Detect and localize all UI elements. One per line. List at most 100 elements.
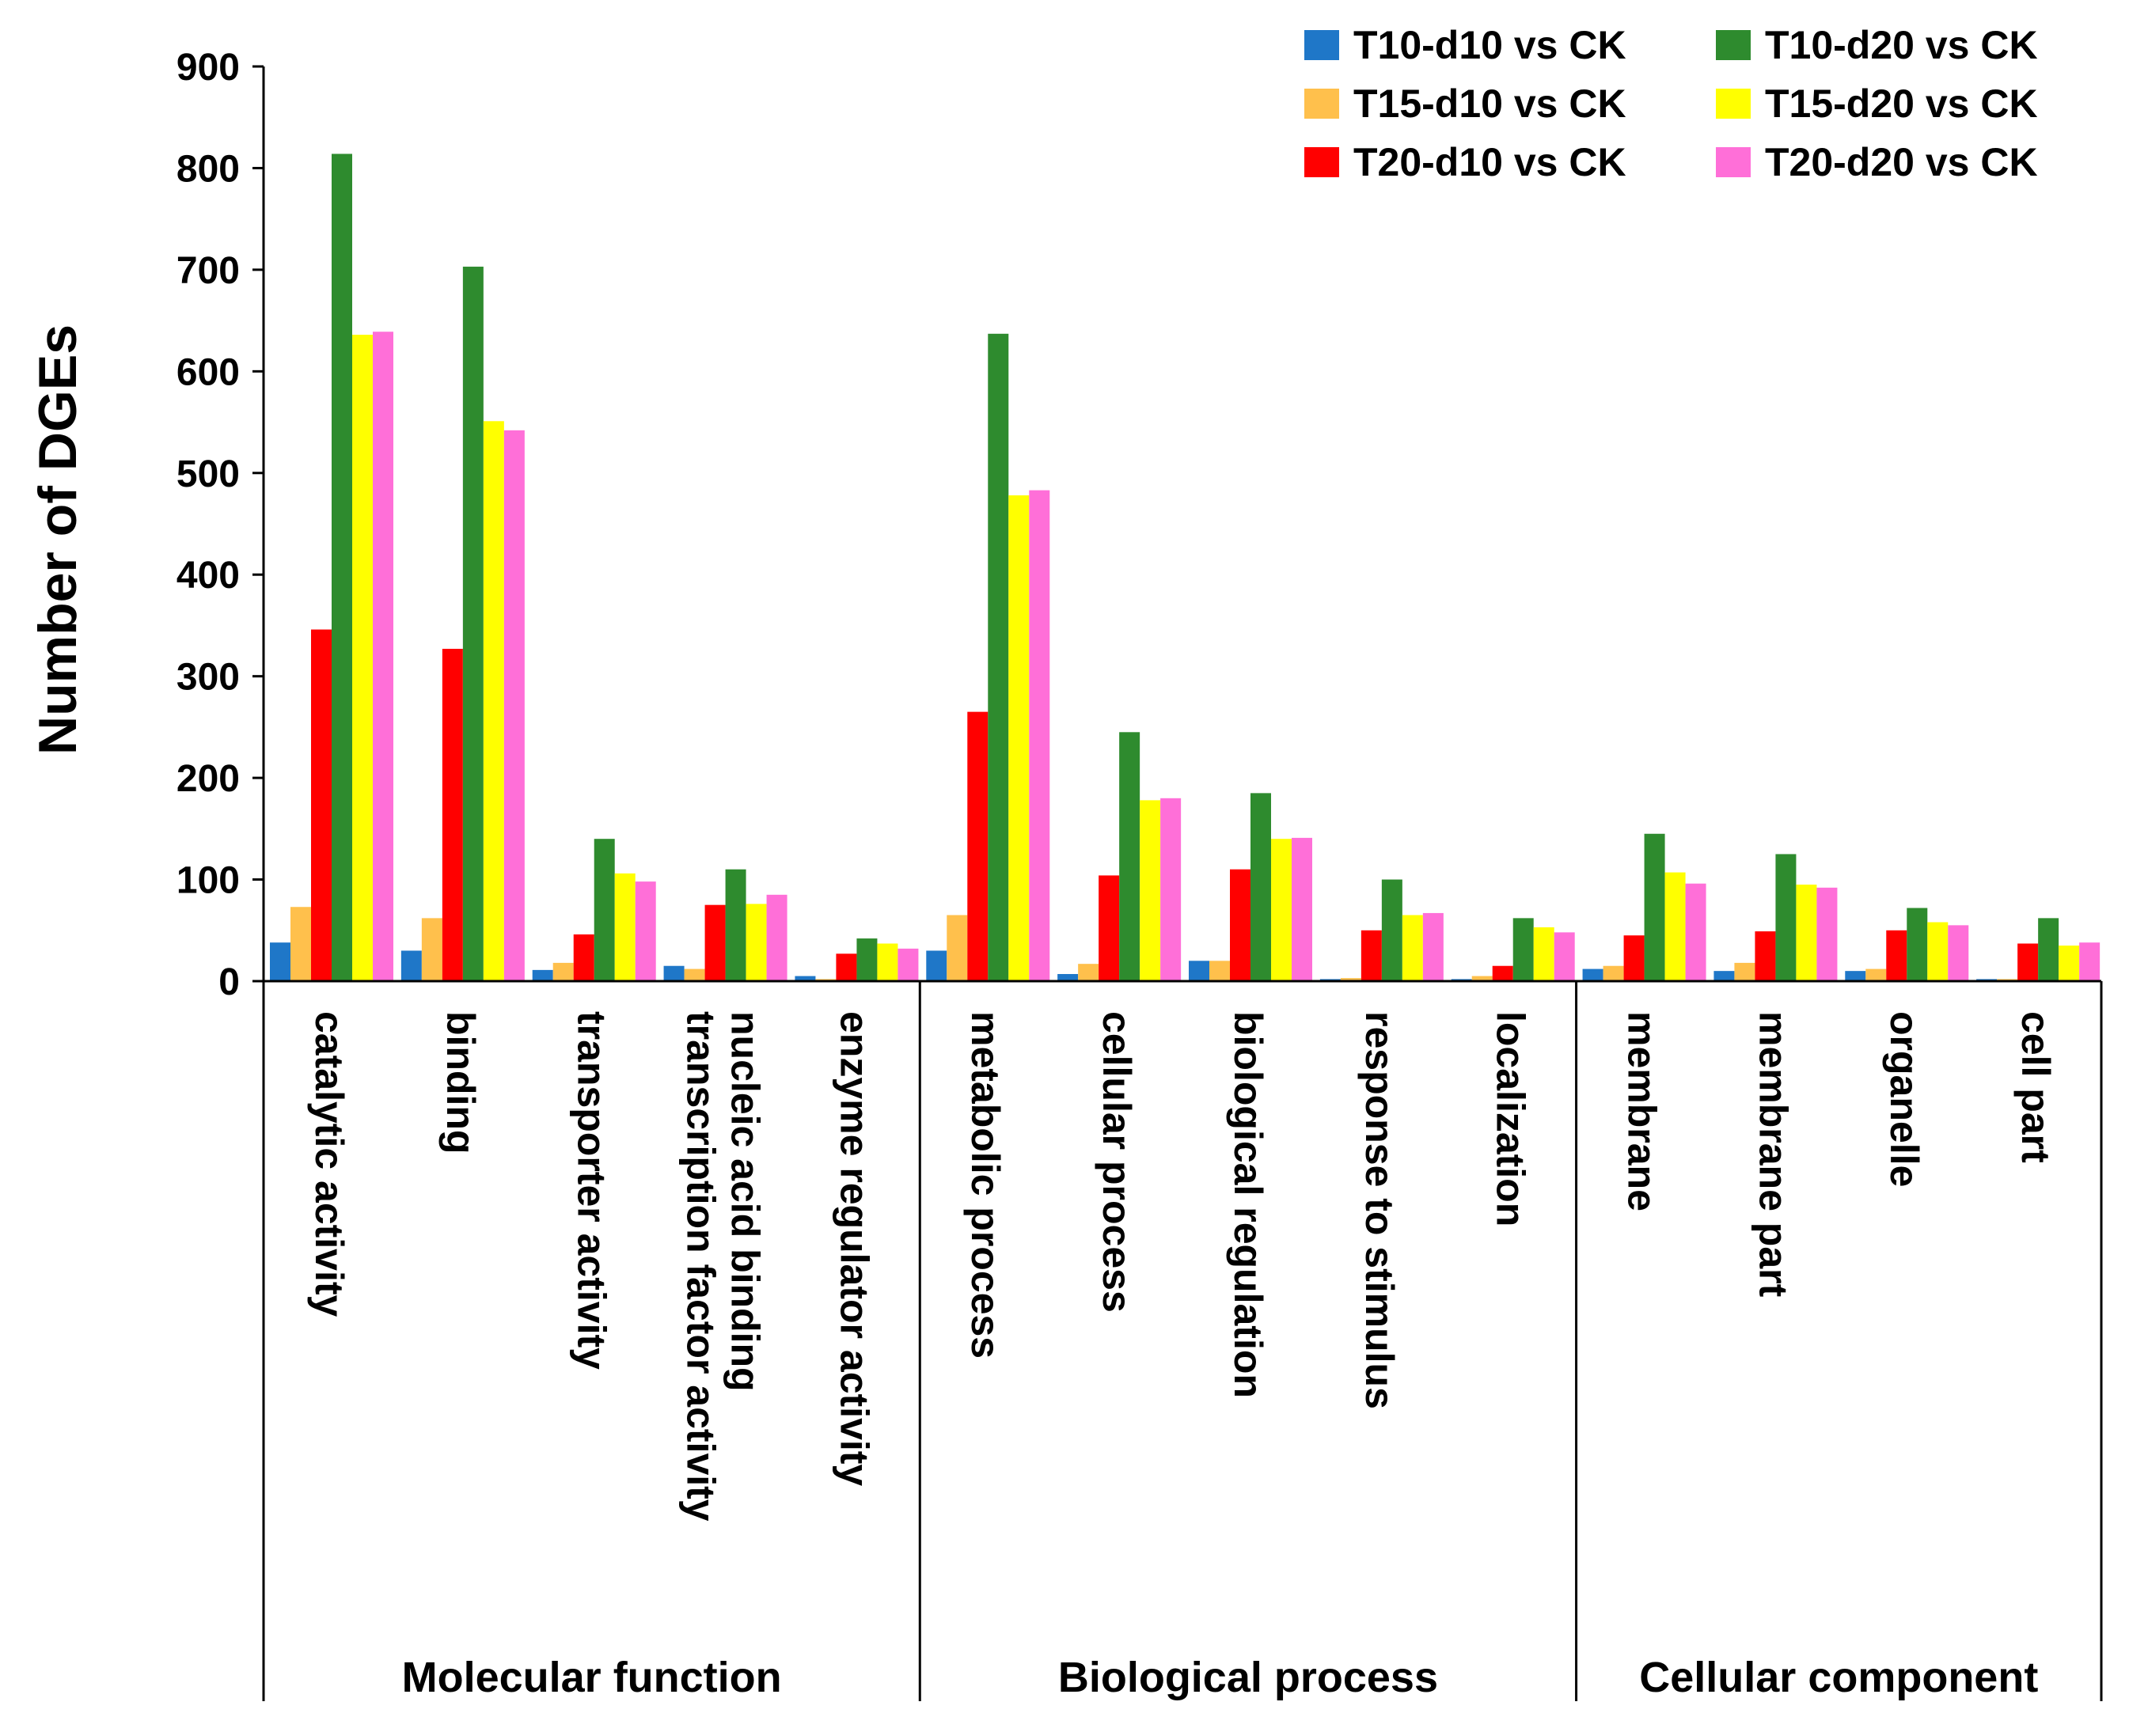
legend-swatch-6: [1716, 147, 1751, 177]
bar-3-14: [2017, 943, 2039, 981]
bar-3-2: [442, 648, 463, 981]
bar-5-7: [1140, 800, 1161, 981]
legend-swatch-2: [1304, 89, 1339, 119]
bar-6-7: [1160, 798, 1182, 981]
group-label-1: Molecular function: [402, 1654, 782, 1701]
bar-5-9: [1402, 915, 1423, 981]
bar-4-14: [2038, 918, 2059, 981]
bar-4-6: [988, 333, 1009, 981]
bar-5-2: [483, 421, 504, 981]
y-tick-label-8: 800: [176, 148, 240, 190]
bar-4-3: [594, 839, 615, 981]
y-tick-label-9: 900: [176, 47, 240, 89]
bar-3-7: [1099, 875, 1120, 981]
x-tick-label-11: membrane: [1620, 1011, 1664, 1211]
x-tick-label-2: binding: [438, 1011, 483, 1154]
bar-1-7: [1057, 974, 1079, 981]
x-tick-label-7: cellular process: [1095, 1011, 1139, 1313]
y-tick-label-4: 400: [176, 555, 240, 597]
bar-6-4: [766, 894, 787, 981]
x-tick-label-13: organelle: [1882, 1011, 1926, 1187]
bar-4-4: [725, 869, 746, 981]
bar-3-3: [573, 934, 594, 981]
bar-2-12: [1734, 962, 1755, 981]
y-ticks: 0 100 200 300 400 500 600 700 800 900: [176, 47, 264, 1003]
bar-3-12: [1755, 931, 1776, 981]
bar-6-1: [373, 332, 393, 981]
axes-layer: [262, 66, 2103, 1701]
bar-4-9: [1381, 879, 1402, 981]
bar-6-6: [1029, 490, 1050, 981]
legend: T10-d10 vs CK T15-d10 vs CK T20-d10 vs CK T…: [1304, 23, 2038, 184]
y-tick-label-7: 700: [176, 250, 240, 292]
bar-1-12: [1713, 971, 1735, 981]
bar-2-11: [1603, 965, 1624, 981]
legend-label-4: T10-d20 vs CK: [1765, 23, 2038, 67]
bar-2-3: [552, 962, 574, 981]
bars-layer: [270, 154, 2101, 982]
bar-5-13: [1927, 922, 1949, 981]
bar-2-10: [1471, 976, 1493, 981]
bar-6-11: [1685, 883, 1706, 981]
bar-1-4: [663, 965, 685, 981]
bar-3-6: [967, 711, 989, 981]
bar-3-9: [1361, 930, 1382, 981]
bar-5-5: [877, 943, 898, 981]
x-tick-label-10: localization: [1489, 1011, 1533, 1226]
bar-6-13: [1948, 925, 1969, 981]
bar-2-8: [1209, 961, 1230, 981]
bar-2-6: [947, 915, 968, 981]
bar-6-3: [635, 881, 656, 981]
bar-3-13: [1886, 930, 1907, 981]
bar-5-6: [1008, 495, 1030, 981]
y-axis-label: Number of DGEs: [28, 324, 88, 755]
bar-5-14: [2059, 946, 2080, 981]
legend-label-1: T10-d10 vs CK: [1353, 23, 1626, 67]
bar-2-13: [1865, 968, 1887, 981]
bar-1-1: [270, 942, 290, 981]
bar-1-8: [1189, 961, 1209, 981]
bar-6-8: [1292, 837, 1312, 981]
bar-4-8: [1250, 793, 1271, 981]
y-tick-label-2: 200: [176, 758, 240, 800]
bar-4-5: [856, 938, 878, 981]
bar-4-2: [462, 267, 484, 982]
x-tick-label-4-line-1: nucleic acid binding: [723, 1011, 768, 1392]
bar-4-1: [332, 154, 352, 982]
x-tick-label-8: biological regulation: [1226, 1011, 1270, 1398]
bar-4-13: [1907, 908, 1928, 981]
y-tick-label-6: 600: [176, 351, 240, 393]
legend-swatch-3: [1304, 147, 1339, 177]
bar-3-11: [1623, 935, 1645, 981]
legend-label-2: T15-d10 vs CK: [1353, 81, 1626, 126]
group-label-2: Biological process: [1058, 1654, 1438, 1701]
bar-5-11: [1664, 872, 1686, 981]
bar-2-1: [290, 907, 311, 981]
bar-6-5: [898, 948, 919, 981]
y-tick-label-1: 100: [176, 860, 240, 902]
bar-6-14: [2079, 942, 2101, 981]
bar-3-4: [704, 904, 726, 981]
x-tick-label-5: enzyme regulator activity: [832, 1011, 876, 1486]
bar-2-4: [684, 968, 705, 981]
legend-label-3: T20-d10 vs CK: [1353, 140, 1626, 184]
x-tick-label-12: membrane part: [1751, 1011, 1795, 1298]
bar-2-7: [1078, 964, 1099, 981]
bar-4-11: [1644, 833, 1665, 981]
bar-2-2: [421, 918, 442, 981]
x-tick-label-6: metabolic process: [963, 1011, 1008, 1359]
y-tick-label-3: 300: [176, 657, 240, 699]
bar-6-12: [1816, 887, 1838, 981]
x-tick-label-4-line-2: transcription factor activity: [679, 1011, 723, 1522]
x-tick-label-3: transporter activity: [570, 1011, 614, 1370]
legend-swatch-5: [1716, 89, 1751, 119]
y-tick-label-5: 500: [176, 453, 240, 495]
bar-1-2: [400, 950, 422, 981]
bar-1-5: [795, 976, 816, 981]
x-tick-label-9: response to stimulus: [1357, 1011, 1402, 1409]
bar-4-7: [1119, 732, 1140, 981]
y-tick-label-0: 0: [218, 961, 240, 1003]
bar-6-10: [1554, 932, 1575, 981]
bar-1-3: [532, 969, 553, 981]
